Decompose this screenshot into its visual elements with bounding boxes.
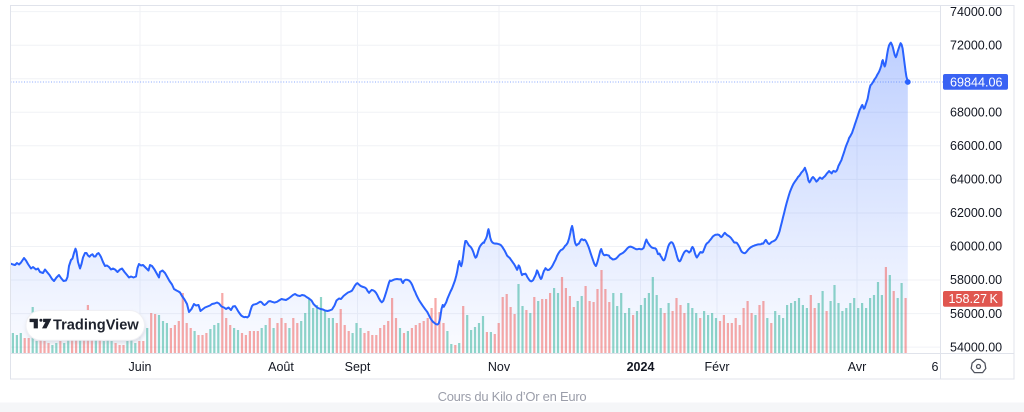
- svg-text:66000.00: 66000.00: [950, 139, 1002, 153]
- svg-text:6: 6: [932, 360, 939, 374]
- svg-text:74000.00: 74000.00: [950, 5, 1002, 19]
- svg-text:72000.00: 72000.00: [950, 38, 1002, 52]
- svg-text:56000.00: 56000.00: [950, 307, 1002, 321]
- svg-text:69844.06: 69844.06: [950, 75, 1003, 89]
- svg-text:TradingView: TradingView: [53, 318, 139, 334]
- svg-text:Sept: Sept: [345, 360, 371, 374]
- svg-text:Juin: Juin: [129, 360, 152, 374]
- svg-text:58000.00: 58000.00: [950, 273, 1002, 287]
- svg-text:62000.00: 62000.00: [950, 206, 1002, 220]
- svg-text:Avr: Avr: [848, 360, 867, 374]
- svg-text:Févr: Févr: [705, 360, 730, 374]
- svg-text:60000.00: 60000.00: [950, 240, 1002, 254]
- svg-text:54000.00: 54000.00: [950, 340, 1002, 354]
- svg-text:Août: Août: [268, 360, 294, 374]
- svg-text:2024: 2024: [627, 360, 655, 374]
- svg-text:158.27 K: 158.27 K: [949, 292, 999, 306]
- svg-text:64000.00: 64000.00: [950, 173, 1002, 187]
- svg-text:Nov: Nov: [488, 360, 511, 374]
- svg-text:68000.00: 68000.00: [950, 106, 1002, 120]
